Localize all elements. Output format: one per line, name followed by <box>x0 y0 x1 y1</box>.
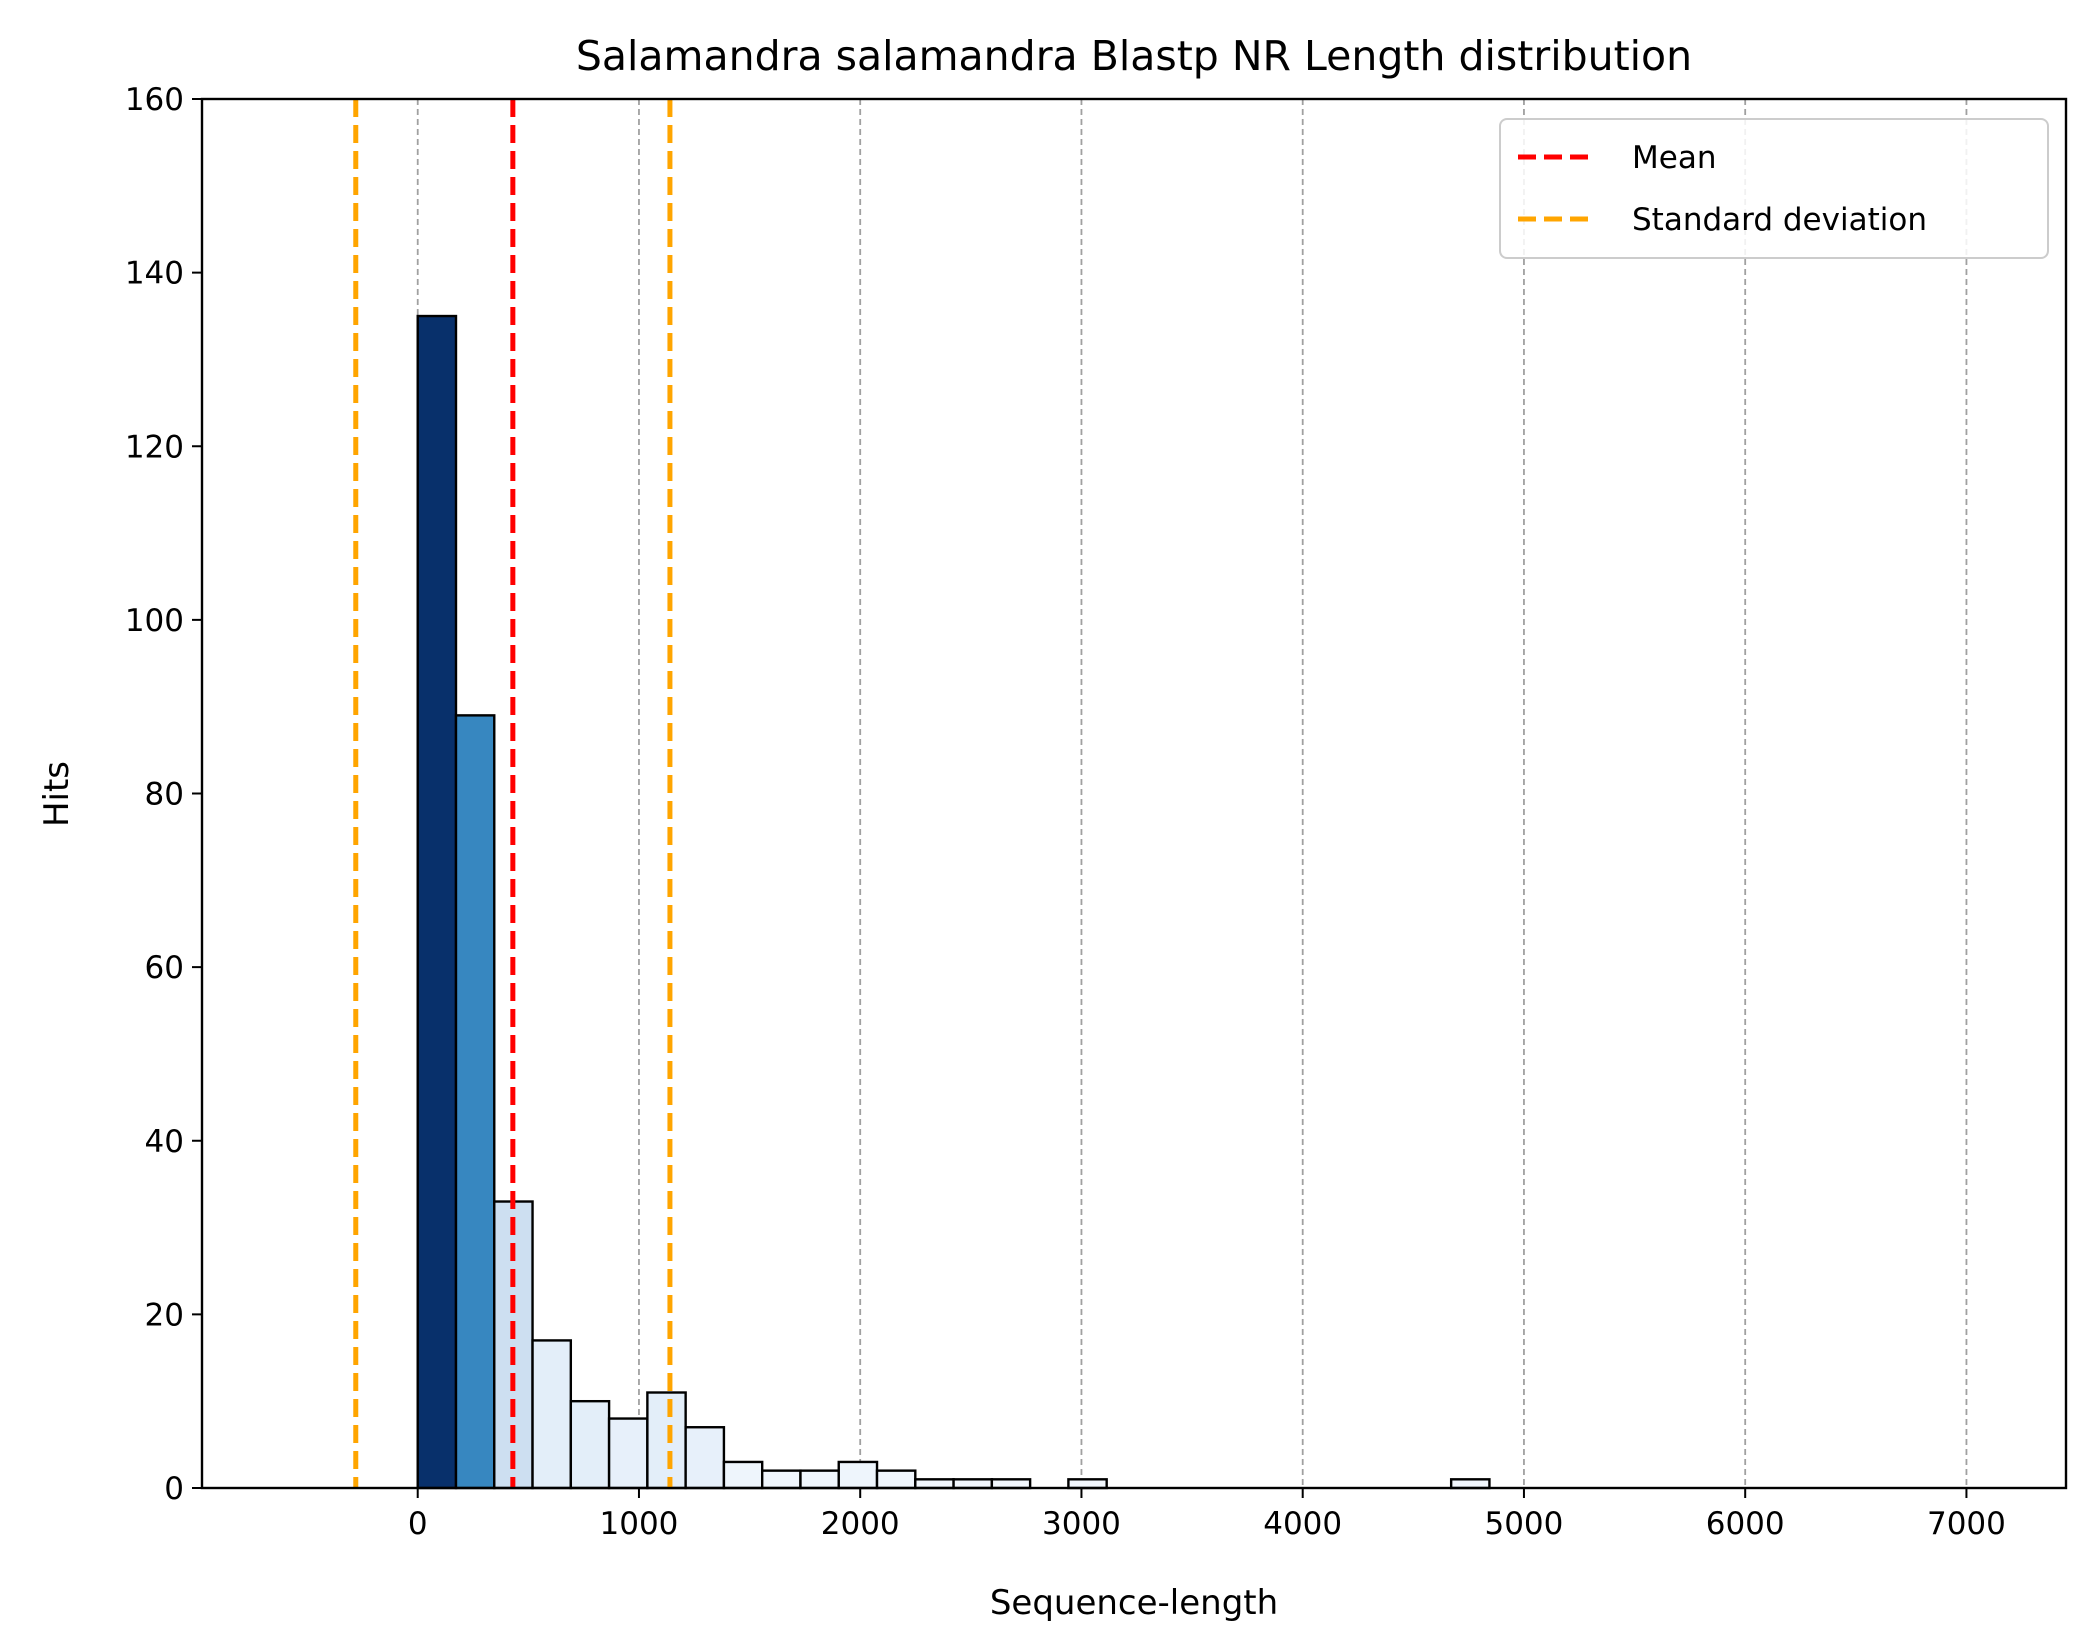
histogram-bar-18 <box>1449 1478 1491 1490</box>
histogram-bar-17 <box>1067 1478 1108 1490</box>
y-tick-label-140: 140 <box>125 256 184 292</box>
y-tick-label-60: 60 <box>145 950 184 986</box>
histogram-bar-8 <box>722 1460 764 1490</box>
y-tick-label-120: 120 <box>125 429 184 465</box>
legend-mean-label: Mean <box>1632 140 1716 176</box>
y-tick-label-100: 100 <box>125 603 184 639</box>
x-axis-label: Sequence-length <box>990 1583 1278 1623</box>
histogram-bar-3 <box>531 1339 573 1490</box>
x-tick-label-1000: 1000 <box>600 1506 679 1542</box>
histogram-bar-10 <box>799 1469 840 1490</box>
x-tick-label-7000: 7000 <box>1927 1506 2006 1542</box>
y-axis-label: Hits <box>37 761 77 827</box>
histogram-bar-4 <box>569 1399 611 1490</box>
reference-lines <box>353 99 673 1488</box>
histogram-bar-9 <box>760 1469 802 1490</box>
y-axis-ticks: 0 20 40 60 80 100 120 140 160 <box>125 82 202 1507</box>
histogram-bar-12 <box>875 1469 917 1490</box>
x-axis-ticks: 0 1000 2000 3000 4000 5000 6000 7000 <box>408 1488 2006 1542</box>
y-tick-label-160: 160 <box>125 82 184 118</box>
histogram-bar-5 <box>607 1417 649 1490</box>
legend: Mean Standard deviation <box>1499 118 2049 259</box>
legend-box <box>1499 118 2049 259</box>
x-tick-label-6000: 6000 <box>1706 1506 1785 1542</box>
y-tick-label-80: 80 <box>145 777 184 813</box>
histogram-bar-14 <box>952 1478 994 1490</box>
y-tick-label-0: 0 <box>164 1471 184 1507</box>
chart-title: Salamandra salamandra Blastp NR Length d… <box>576 32 1692 80</box>
histogram-bar-6 <box>646 1391 687 1490</box>
histogram-bar-7 <box>684 1426 726 1490</box>
histogram-bar-15 <box>990 1478 1032 1490</box>
x-tick-label-3000: 3000 <box>1042 1506 1121 1542</box>
y-tick-label-20: 20 <box>145 1297 184 1333</box>
x-tick-label-4000: 4000 <box>1263 1506 1342 1542</box>
histogram-bar-0 <box>416 314 458 1490</box>
x-tick-label-2000: 2000 <box>821 1506 900 1542</box>
legend-std-label: Standard deviation <box>1632 202 1927 238</box>
y-tick-label-40: 40 <box>145 1124 184 1160</box>
histogram-bar-11 <box>837 1460 879 1490</box>
x-tick-label-5000: 5000 <box>1484 1506 1563 1542</box>
histogram-bar-1 <box>454 714 496 1490</box>
histogram-bar-13 <box>914 1478 955 1490</box>
x-tick-label-0: 0 <box>408 1506 428 1542</box>
